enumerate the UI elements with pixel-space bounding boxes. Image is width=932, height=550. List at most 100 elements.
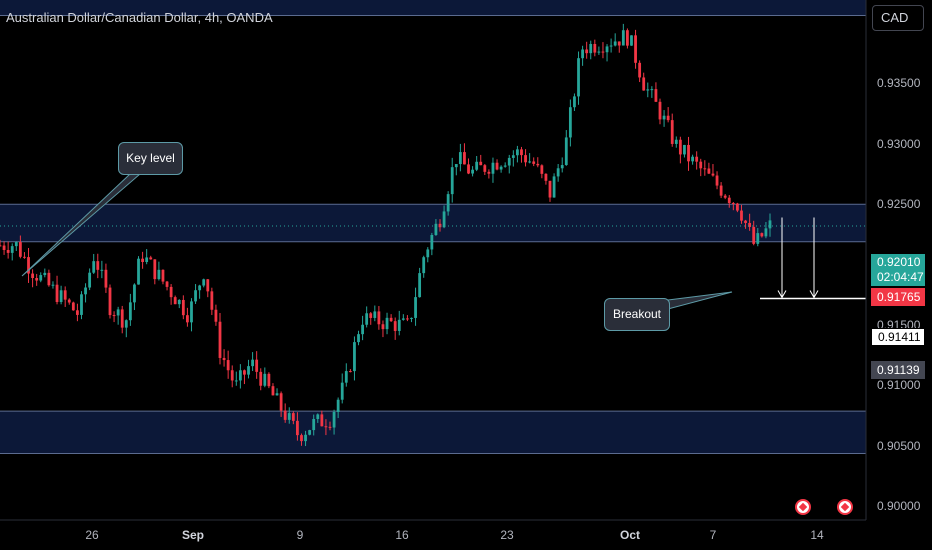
candle-body — [353, 342, 356, 372]
chart-title: Australian Dollar/Canadian Dollar, 4h, O… — [6, 10, 273, 25]
candle-body — [703, 168, 707, 170]
candle-body — [255, 359, 259, 372]
candle-body — [291, 413, 295, 421]
candle-body — [312, 418, 316, 431]
candle-body — [112, 315, 116, 317]
candle-body — [471, 169, 474, 174]
candle-body — [141, 258, 144, 263]
candle-body — [181, 299, 185, 316]
chart-overlays — [0, 173, 866, 310]
candle-body — [544, 173, 548, 181]
candle-body — [520, 149, 523, 156]
candle-body — [719, 185, 723, 196]
candle-body — [573, 96, 576, 108]
candle-body — [43, 272, 47, 276]
candle-body — [336, 399, 340, 412]
candle-body — [186, 315, 189, 323]
candle-body — [251, 359, 254, 367]
candle-body — [365, 313, 369, 325]
candle-body — [100, 269, 104, 271]
canada-flag-icon[interactable] — [837, 499, 853, 515]
candle-body — [226, 360, 230, 371]
candle-body — [275, 393, 279, 396]
candle-body — [507, 157, 511, 166]
candle-body — [194, 290, 197, 302]
candle-body — [621, 30, 625, 46]
level-price-tag: 0.91139 — [871, 361, 925, 379]
candle-body — [674, 139, 678, 144]
candle-body — [202, 279, 206, 286]
candle-body — [320, 414, 324, 427]
target-price-tag: 0.91411 — [871, 328, 925, 346]
price-tick: 0.93000 — [877, 137, 921, 151]
candle-body — [458, 152, 462, 165]
candle-body — [658, 101, 662, 120]
candle-body — [332, 411, 336, 428]
currency-selector-button[interactable]: CAD — [872, 5, 924, 31]
key-level-callout[interactable]: Key level — [118, 142, 183, 175]
time-tick: 9 — [296, 528, 304, 542]
candle-body — [695, 156, 699, 162]
candle-body — [650, 89, 654, 91]
candle-body — [744, 220, 747, 223]
candle-body — [259, 371, 263, 386]
candle-body — [316, 414, 320, 419]
candle-body — [39, 275, 43, 281]
candle-body — [76, 310, 79, 315]
candle-body — [324, 426, 328, 428]
candle-body — [304, 434, 307, 442]
candle-body — [711, 173, 715, 176]
time-tick: Sep — [181, 528, 205, 542]
candle-body — [483, 165, 487, 172]
candle-body — [524, 155, 527, 163]
candle-body — [128, 302, 132, 321]
candle-body — [243, 370, 246, 375]
candle-body — [92, 261, 96, 273]
candle-body — [124, 320, 128, 328]
candle-body — [642, 77, 646, 91]
candle-body — [55, 284, 59, 303]
candle-body — [768, 220, 772, 229]
candle-body — [605, 46, 609, 53]
bid-price-tag: 0.91765 — [871, 288, 925, 306]
candle-body — [279, 393, 283, 411]
candle-body — [467, 164, 470, 174]
breakout-callout-tail — [667, 291, 733, 310]
time-tick: 26 — [85, 528, 99, 542]
candle-body — [393, 321, 397, 331]
candle-body — [14, 242, 18, 247]
candle-body — [263, 373, 267, 386]
candle-body — [760, 233, 764, 237]
candle-body — [715, 175, 719, 186]
breakout-callout[interactable]: Breakout — [604, 298, 670, 331]
candle-body — [18, 242, 22, 257]
candle-body — [27, 257, 30, 274]
candle-body — [540, 165, 544, 174]
candle-body — [556, 168, 560, 177]
candle-body — [536, 163, 540, 166]
candle-body — [516, 149, 519, 156]
candle-body — [495, 162, 499, 170]
zone-band — [0, 411, 866, 454]
candle-body — [230, 370, 234, 381]
candle-body — [740, 210, 743, 221]
candle-body — [646, 89, 650, 91]
candle-body — [238, 370, 242, 381]
candle-body — [357, 334, 360, 343]
candle-body — [454, 164, 458, 168]
candle-body — [662, 115, 666, 120]
candle-body — [206, 279, 210, 292]
candle-body — [210, 291, 214, 310]
candle-body — [707, 168, 711, 174]
bar-countdown: 02:04:47 — [877, 270, 924, 284]
candle-body — [137, 258, 140, 285]
candle-body — [410, 317, 413, 319]
time-tick: 16 — [395, 528, 409, 542]
candle-body — [247, 366, 250, 375]
candle-body — [51, 284, 55, 286]
candle-body — [348, 371, 352, 373]
candle-body — [267, 373, 271, 387]
canada-flag-icon[interactable] — [795, 499, 811, 515]
price-tick: 0.93500 — [877, 76, 921, 90]
